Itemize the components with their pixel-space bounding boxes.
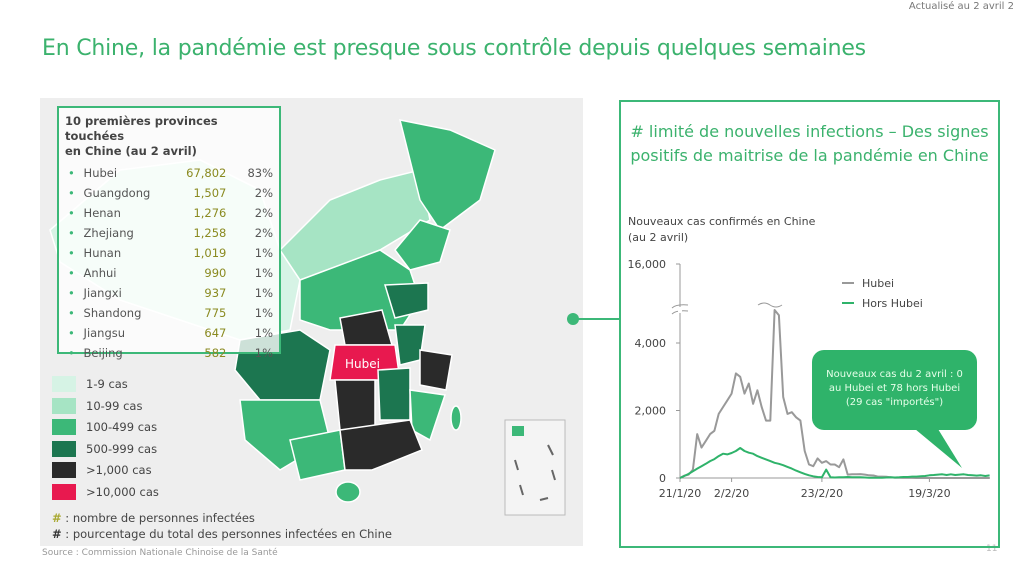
note-percent: # : pourcentage du total des personnes i…	[52, 527, 392, 541]
province-name: Beijing	[83, 346, 123, 360]
bullet: •	[68, 226, 75, 240]
province-cases: 990	[204, 266, 227, 280]
province-row: • Beijing 582 1%	[65, 343, 273, 363]
chart-subtitle: Nouveaux cas confirmés en Chine (au 2 av…	[628, 215, 816, 244]
province-taiwan	[450, 405, 462, 431]
connector-line	[572, 318, 620, 320]
bullet: •	[68, 306, 75, 320]
province-zhejiang	[419, 349, 453, 391]
province-row: • Jiangsu 647 1%	[65, 323, 273, 343]
legend-label: >1,000 cas	[86, 463, 152, 477]
province-cases: 1,507	[193, 186, 227, 200]
legend-item: >10,000 cas	[52, 483, 159, 500]
inset-dashes	[514, 444, 556, 501]
bullet: •	[68, 286, 75, 300]
province-percent: 1%	[254, 266, 274, 280]
note-cases: # : nombre de personnes infectées	[52, 511, 255, 525]
province-row: • Hunan 1,019 1%	[65, 243, 273, 263]
province-name: Guangdong	[83, 186, 151, 200]
province-name: Jiangxi	[83, 286, 122, 300]
legend-label: 100-499 cas	[86, 420, 158, 434]
province-cases: 582	[204, 346, 227, 360]
hubei-label: Hubei	[345, 357, 380, 371]
callout-box: Nouveaux cas du 2 avril : 0 au Hubei et …	[812, 350, 977, 430]
legend-swatch	[52, 483, 76, 500]
province-guangdong	[339, 419, 423, 471]
legend-item: 500-999 cas	[52, 440, 158, 457]
province-hunan	[334, 379, 376, 431]
province-row: • Zhejiang 1,258 2%	[65, 223, 273, 243]
legend-label: 1-9 cas	[86, 377, 128, 391]
province-cases: 647	[204, 326, 227, 340]
chart-title: # limité de nouvelles infections – Des s…	[630, 122, 989, 165]
province-name: Anhui	[83, 266, 117, 280]
province-liaoning	[394, 219, 451, 271]
province-cases: 67,802	[186, 166, 227, 180]
bullet: •	[68, 186, 75, 200]
province-percent: 2%	[254, 186, 274, 200]
legend-label: >10,000 cas	[86, 484, 159, 499]
province-name: Henan	[83, 206, 121, 220]
province-row: • Anhui 990 1%	[65, 263, 273, 283]
legend-item: >1,000 cas	[52, 462, 152, 478]
bullet: •	[68, 326, 75, 340]
province-percent: 1%	[254, 326, 274, 340]
legend-swatch	[52, 376, 76, 392]
province-name: Hubei	[83, 166, 118, 180]
province-percent: 1%	[254, 346, 274, 360]
province-cases: 775	[204, 306, 227, 320]
province-row: • Shandong 775 1%	[65, 303, 273, 323]
province-cases: 937	[204, 286, 227, 300]
legend-item: 10-99 cas	[52, 397, 143, 414]
province-row: • Hubei 67,802 83%	[65, 163, 273, 183]
bullet: •	[68, 166, 75, 180]
legend-label: 500-999 cas	[86, 441, 158, 456]
legend-item: 1-9 cas	[52, 376, 128, 392]
province-cases: 1,258	[193, 226, 227, 240]
province-row: • Jiangxi 937 1%	[65, 283, 273, 303]
legend-swatch	[52, 397, 76, 414]
province-row: • Henan 1,276 2%	[65, 203, 273, 223]
bullet: •	[68, 246, 75, 260]
province-name: Zhejiang	[83, 226, 134, 240]
province-name: Jiangsu	[83, 326, 126, 340]
province-cases: 1,276	[193, 206, 227, 220]
bullet: •	[68, 266, 75, 280]
legend-swatch	[52, 440, 76, 457]
legend-label: 10-99 cas	[86, 398, 143, 413]
province-name: Shandong	[83, 306, 142, 320]
province-northeast	[398, 119, 496, 232]
top-provinces-table: 10 premières provinces touchées en Chine…	[57, 106, 281, 360]
table-heading: 10 premières provinces touchées en Chine…	[65, 114, 218, 158]
province-percent: 1%	[254, 246, 274, 260]
province-rows: • Hubei 67,802 83% • Guangdong 1,507 2% • …	[65, 163, 273, 363]
province-percent: 1%	[254, 286, 274, 300]
legend-item: 100-499 cas	[52, 419, 157, 435]
province-percent: 2%	[254, 206, 274, 220]
page-number: 11	[986, 544, 998, 554]
province-fujian	[409, 389, 446, 442]
province-percent: 83%	[247, 166, 274, 180]
chart-panel	[619, 100, 1000, 548]
legend-swatch	[52, 419, 76, 435]
province-percent: 2%	[254, 226, 274, 240]
updated-date: Actualisé au 2 avril 2	[908, 1, 1014, 12]
province-jiangxi	[377, 367, 411, 421]
province-percent: 1%	[254, 306, 274, 320]
province-shandong	[384, 282, 429, 319]
province-cases: 1,019	[193, 246, 227, 260]
bullet: •	[68, 206, 75, 220]
legend-swatch	[52, 462, 76, 478]
bullet: •	[68, 346, 75, 360]
province-name: Hunan	[83, 246, 122, 260]
slide-title: En Chine, la pandémie est presque sous c…	[42, 36, 866, 61]
inset-island	[512, 426, 524, 436]
source-note: Source : Commission Nationale Chinoise d…	[42, 548, 278, 558]
province-row: • Guangdong 1,507 2%	[65, 183, 273, 203]
province-hainan	[335, 481, 361, 503]
